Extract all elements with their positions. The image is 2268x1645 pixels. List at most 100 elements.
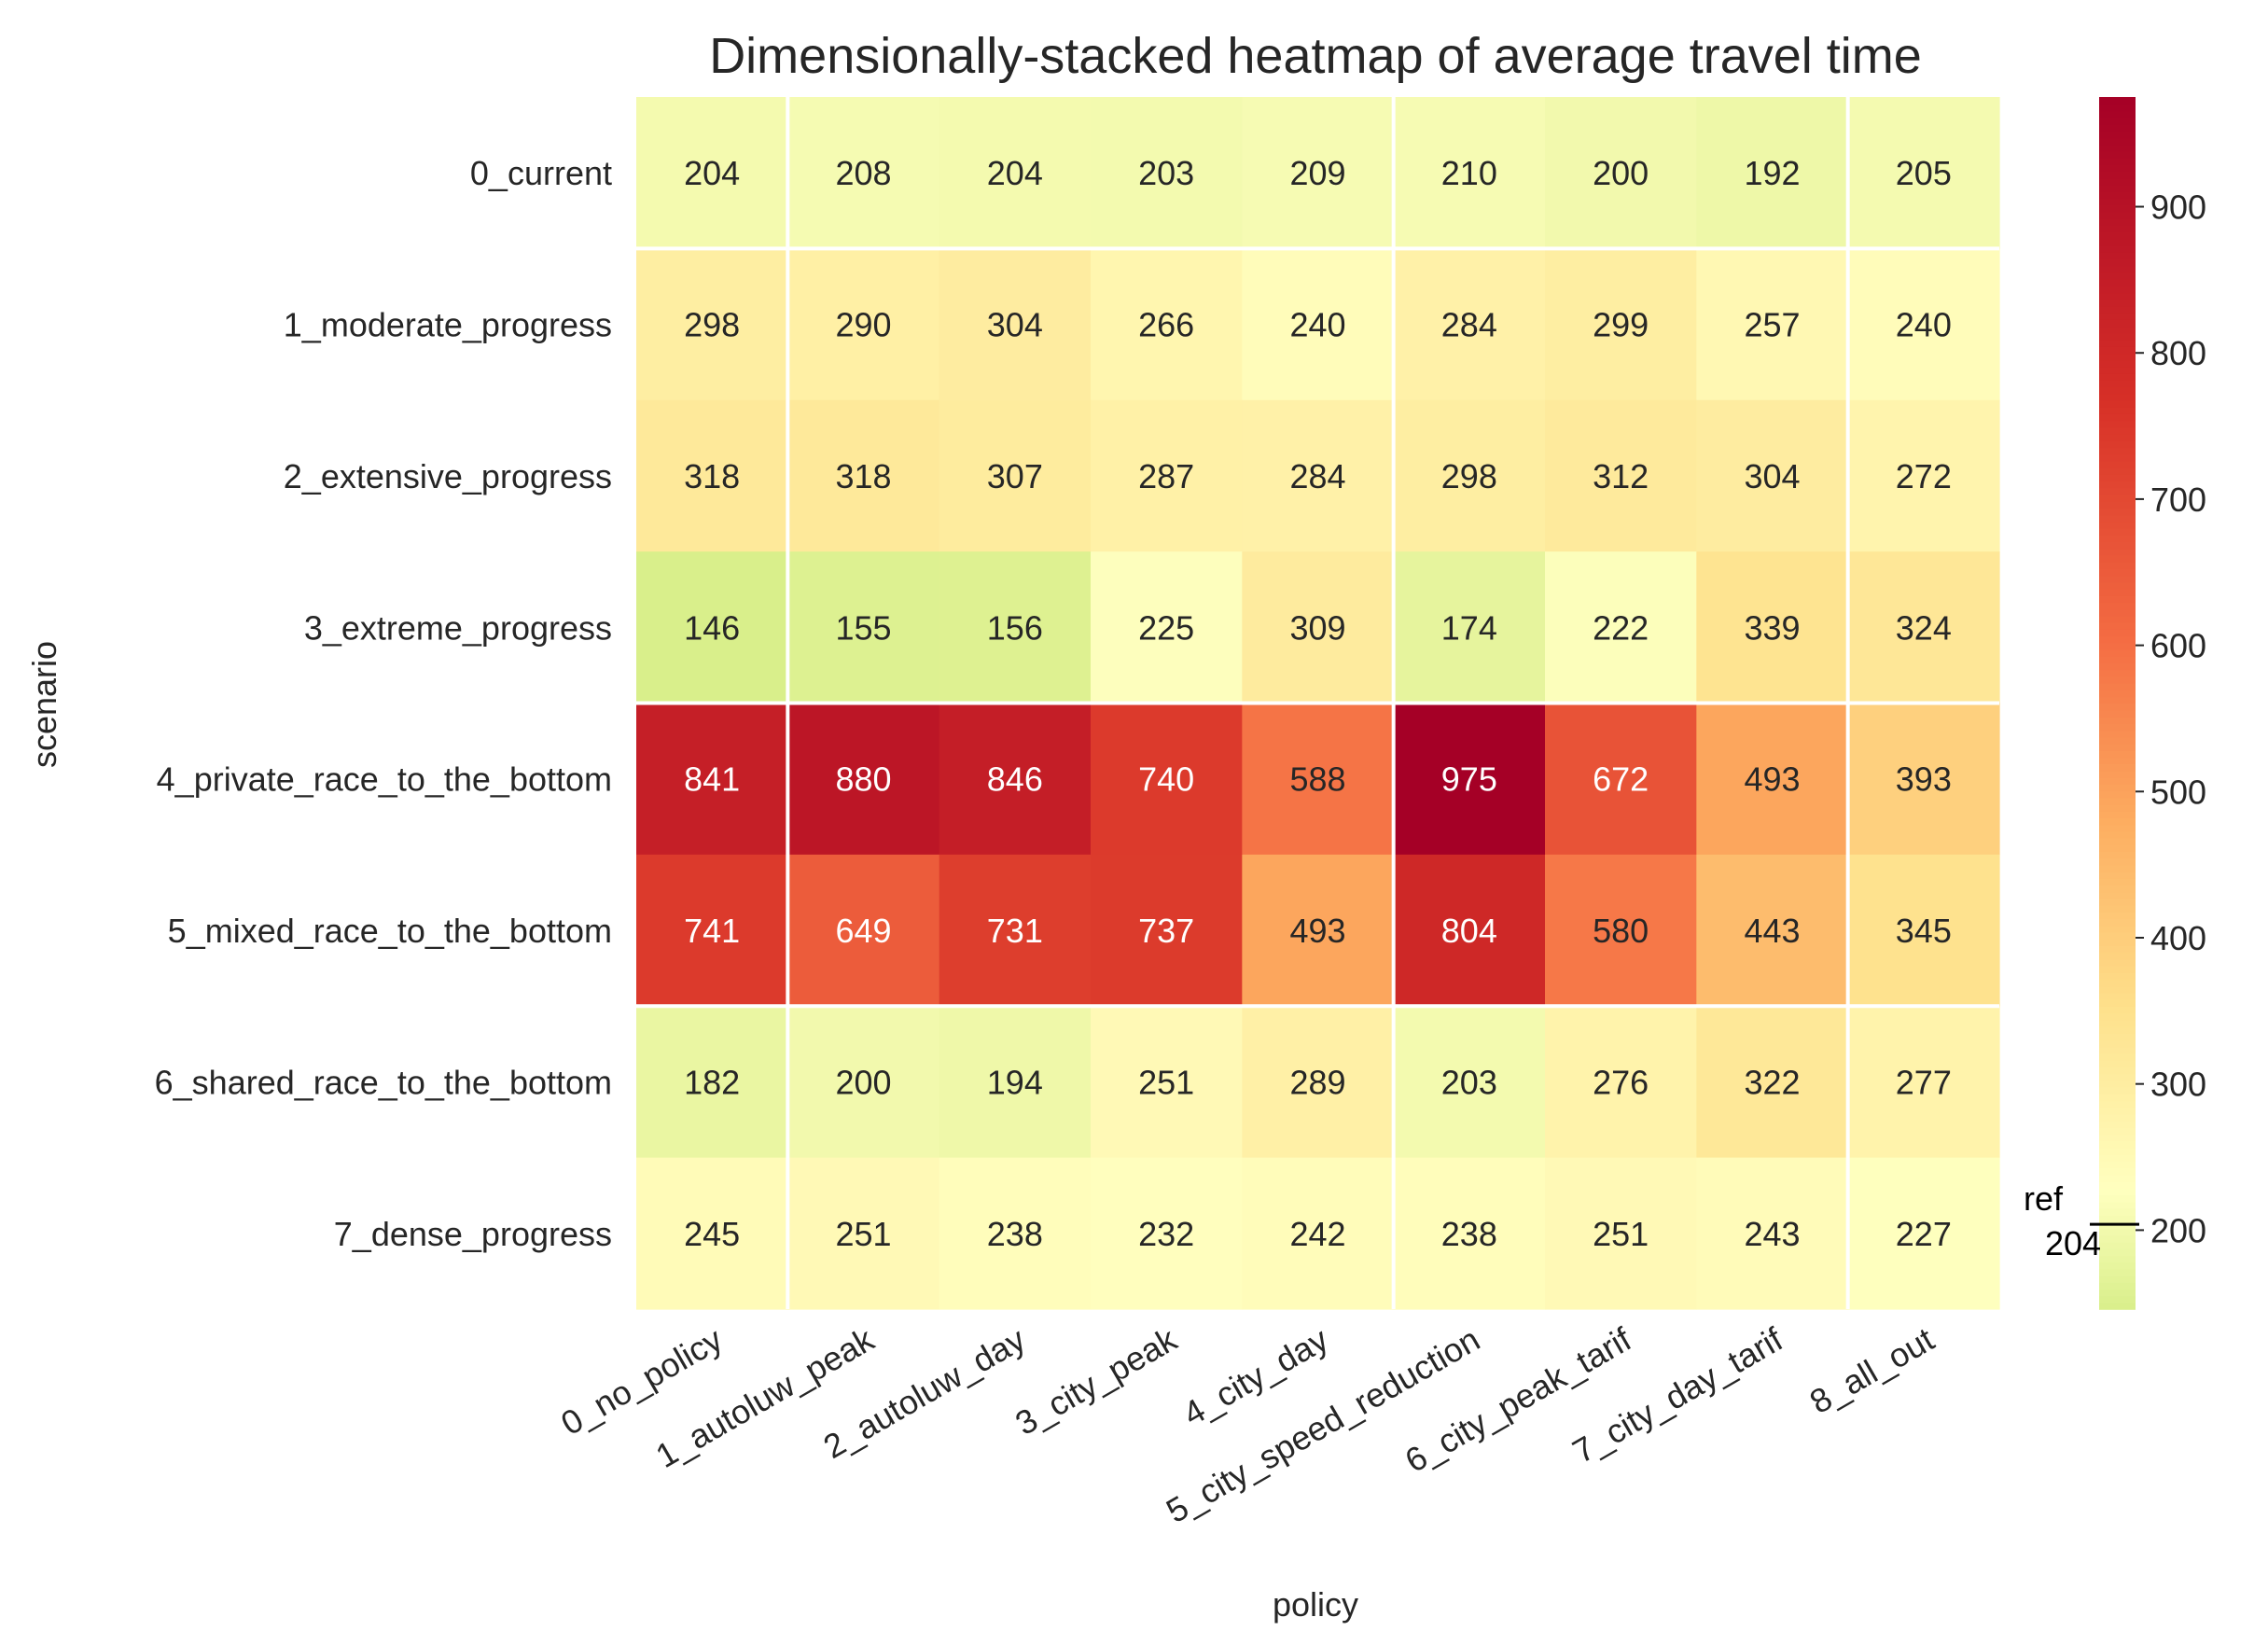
colorbar-segment [2099, 286, 2136, 294]
colorbar-segment [2099, 857, 2136, 866]
cell-value-label: 192 [1744, 154, 1800, 192]
colorbar-segment [2099, 776, 2136, 785]
heatmap-cell [636, 703, 788, 856]
cell-value-label: 204 [684, 154, 740, 192]
cell-value-label: 672 [1593, 760, 1649, 799]
colorbar-segment [2099, 1019, 2136, 1027]
colorbar-segment [2099, 184, 2136, 192]
colorbar-segment [2099, 1289, 2136, 1297]
heatmap-cell [1091, 1006, 1243, 1159]
colorbar-segment [2099, 1033, 2136, 1041]
heatmap-cell [939, 1006, 1092, 1159]
colorbar-segment [2099, 123, 2136, 132]
cell-value-label: 304 [1744, 457, 1800, 495]
y-tick-label: 7_dense_progress [334, 1215, 612, 1253]
heatmap-cell [1696, 1006, 1849, 1159]
colorbar-segment [2099, 144, 2136, 152]
heatmap-cell [787, 1157, 940, 1310]
colorbar-segment [2099, 690, 2136, 698]
colorbar-segment [2099, 1006, 2136, 1014]
colorbar-segment [2099, 1194, 2136, 1203]
colorbar-segment [2099, 258, 2136, 267]
y-tick-label: 5_mixed_race_to_the_bottom [168, 912, 612, 950]
heatmap-cell [787, 551, 940, 704]
heatmap-cell [1393, 551, 1546, 704]
heatmap-cell [1091, 97, 1243, 249]
colorbar-segment [2099, 1248, 2136, 1257]
cell-value-label: 307 [987, 457, 1043, 495]
colorbar-segment [2099, 191, 2136, 200]
colorbar-segment [2099, 326, 2136, 334]
colorbar-segment [2099, 177, 2136, 186]
colorbar-segment [2099, 1140, 2136, 1149]
cell-value-label: 240 [1896, 306, 1952, 344]
cell-value-label: 493 [1289, 912, 1345, 950]
heatmap-cell [1393, 703, 1546, 856]
cell-value-label: 841 [684, 760, 740, 799]
cell-value-label: 222 [1593, 608, 1649, 647]
heatmap-cell [787, 97, 940, 249]
colorbar-segment [2099, 851, 2136, 859]
heatmap-cell [636, 248, 788, 401]
cell-value-label: 580 [1593, 912, 1649, 950]
heatmap-cell [1242, 399, 1395, 552]
cell-value-label: 284 [1441, 306, 1497, 344]
colorbar-segment [2099, 1046, 2136, 1054]
colorbar-segment [2099, 629, 2136, 637]
heatmap-cell [939, 703, 1092, 856]
colorbar-segment [2099, 211, 2136, 219]
cell-value-label: 203 [1138, 154, 1194, 192]
cell-value-label: 339 [1744, 608, 1800, 647]
cell-value-label: 227 [1896, 1215, 1952, 1253]
heatmap-cell [1696, 703, 1849, 856]
colorbar-segment [2099, 447, 2136, 455]
colorbar-segment [2099, 1234, 2136, 1243]
colorbar-segment [2099, 817, 2136, 826]
colorbar-segment [2099, 1012, 2136, 1021]
colorbar-segment [2099, 217, 2136, 226]
colorbar-segment [2099, 150, 2136, 159]
colorbar-segment [2099, 372, 2136, 381]
colorbar-segment [2099, 339, 2136, 347]
colorbar-segment [2099, 736, 2136, 745]
heatmap-cell [1847, 248, 2000, 401]
colorbar-segment [2099, 541, 2136, 550]
colorbar-segment [2099, 97, 2136, 105]
colorbar-segment [2099, 635, 2136, 644]
colorbar-segment [2099, 292, 2136, 300]
colorbar-segment [2099, 709, 2136, 718]
heatmap-cell [636, 399, 788, 552]
colorbar-segment [2099, 716, 2136, 724]
heatmap-cell [1091, 399, 1243, 552]
cell-value-label: 251 [1138, 1063, 1194, 1101]
heatmap-cell [787, 854, 940, 1007]
colorbar-segment [2099, 1241, 2136, 1249]
colorbar-segment [2099, 1100, 2136, 1108]
colorbar-segment [2099, 750, 2136, 759]
heatmap-cell [1393, 399, 1546, 552]
colorbar-segment [2099, 1302, 2136, 1310]
colorbar-segment [2099, 467, 2136, 475]
colorbar-segment [2099, 420, 2136, 428]
colorbar-segment [2099, 527, 2136, 536]
cell-value-label: 194 [987, 1063, 1043, 1101]
heatmap-cell [1393, 854, 1546, 1007]
cell-value-label: 174 [1441, 608, 1497, 647]
colorbar-segment [2099, 615, 2136, 623]
colorbar-tick-label: 800 [2150, 334, 2206, 372]
heatmap-cell [636, 551, 788, 704]
heatmap-cell [1393, 97, 1546, 249]
heatmap-cell [1242, 1006, 1395, 1159]
colorbar-segment [2099, 548, 2136, 556]
colorbar-segment [2099, 1073, 2136, 1081]
colorbar-segment [2099, 810, 2136, 818]
cell-value-label: 251 [835, 1215, 891, 1253]
heatmap-cell [636, 1006, 788, 1159]
colorbar-segment [2099, 204, 2136, 213]
cell-value-label: 324 [1896, 608, 1952, 647]
colorbar-segment [2099, 581, 2136, 590]
colorbar-segment [2099, 642, 2136, 650]
colorbar-segment [2099, 770, 2136, 778]
colorbar-segment [2099, 648, 2136, 657]
colorbar-segment [2099, 346, 2136, 355]
